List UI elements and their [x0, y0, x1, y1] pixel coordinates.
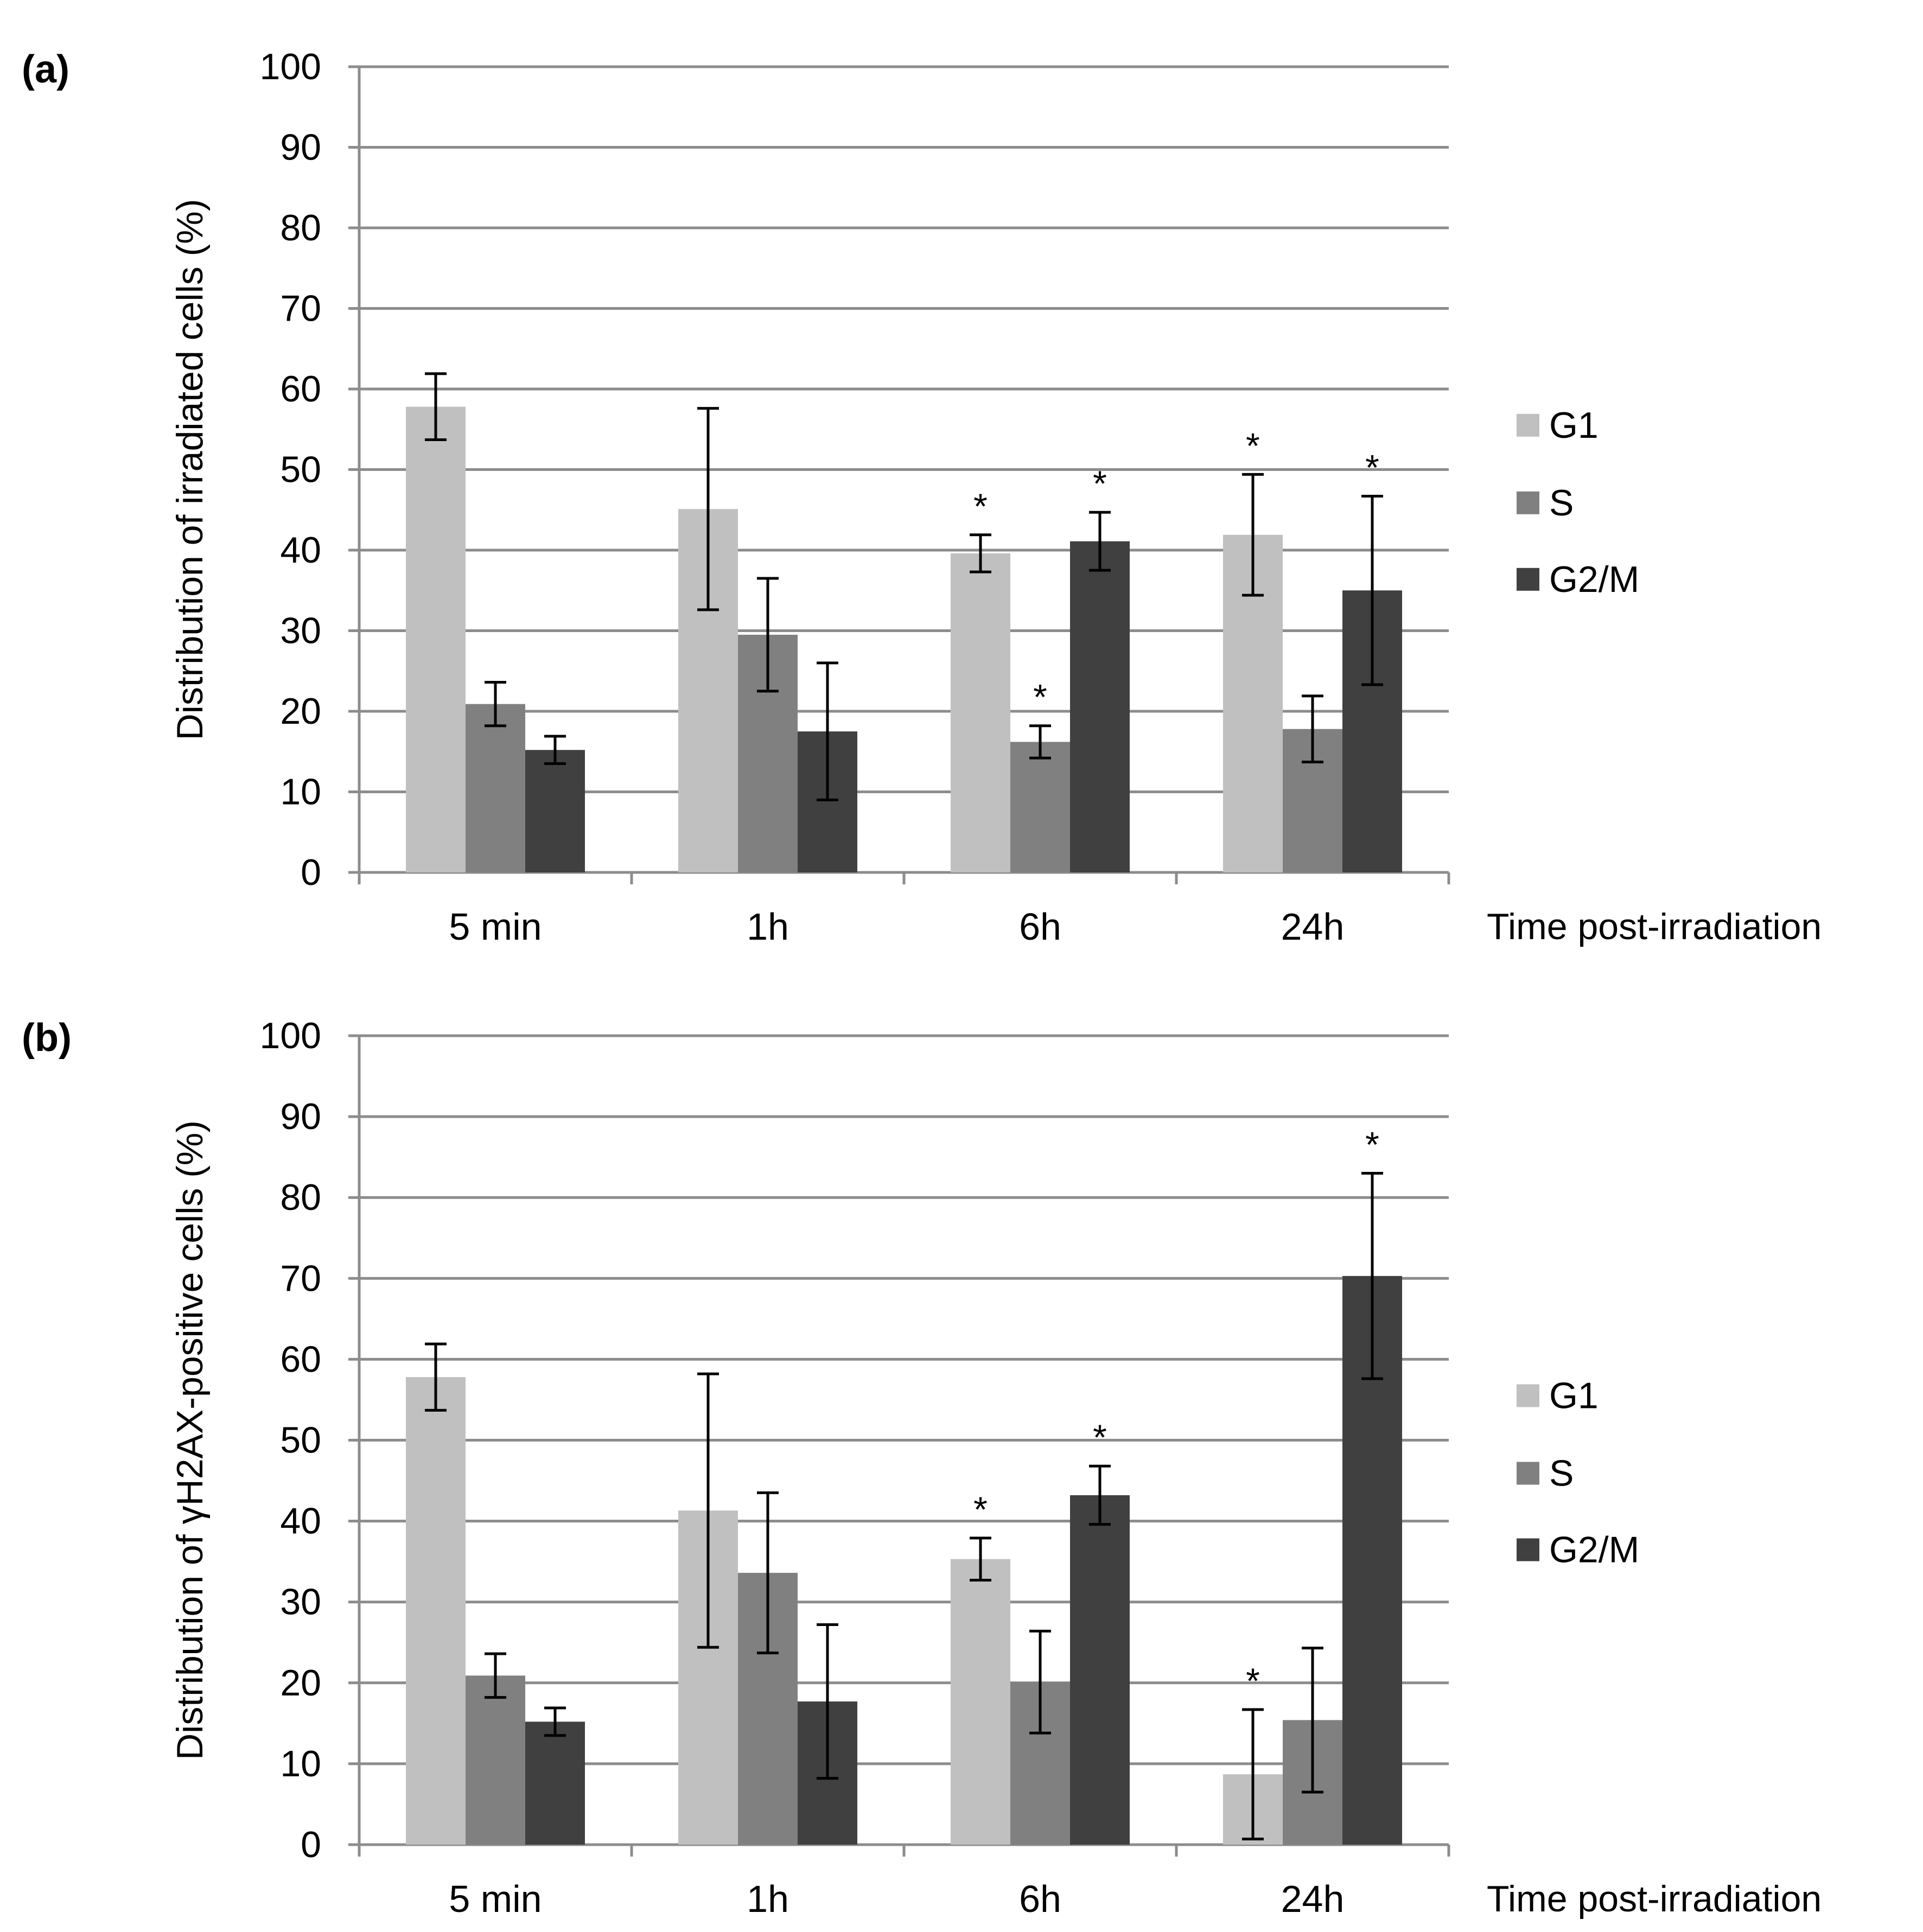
- x-category-label: 5 min: [449, 1878, 542, 1920]
- x-axis-title: Time post-irradiation: [1487, 1878, 1822, 1920]
- bar-g1-0: [406, 406, 466, 872]
- significance-marker: *: [1093, 1417, 1107, 1457]
- significance-marker: *: [1093, 463, 1107, 503]
- significance-marker: *: [1033, 677, 1047, 717]
- bar-s-0: [466, 704, 525, 872]
- legend-swatch-s: [1517, 491, 1539, 514]
- bar-g1-0: [406, 1377, 466, 1845]
- y-tick-label: 0: [301, 1824, 321, 1865]
- x-category-label: 6h: [1019, 906, 1061, 948]
- x-axis-title: Time post-irradiation: [1487, 906, 1822, 947]
- legend-swatch-g1: [1517, 1384, 1539, 1407]
- x-category-label: 5 min: [449, 906, 542, 948]
- y-tick-label: 40: [280, 1501, 321, 1542]
- x-category-label: 1h: [747, 1878, 789, 1920]
- legend-label: G2/M: [1549, 559, 1639, 600]
- x-category-label: 6h: [1019, 1878, 1061, 1920]
- panel-label: (a): [22, 48, 69, 91]
- y-tick-label: 50: [280, 1420, 321, 1461]
- x-category-label: 24h: [1281, 1878, 1345, 1920]
- y-tick-label: 20: [280, 691, 321, 732]
- bar-g2m-2: [1070, 541, 1130, 872]
- y-tick-label: 90: [280, 1096, 321, 1137]
- y-tick-label: 20: [280, 1662, 321, 1704]
- y-axis-title: Distribution of irradiated cells (%): [169, 199, 211, 741]
- y-tick-label: 100: [260, 46, 321, 87]
- legend-swatch-g1: [1517, 413, 1539, 437]
- bar-g2m-0: [525, 750, 585, 872]
- bar-g1-2: [951, 1559, 1010, 1845]
- significance-marker: *: [973, 1489, 988, 1529]
- y-tick-label: 100: [260, 1015, 321, 1056]
- y-tick-label: 30: [280, 610, 321, 652]
- y-tick-label: 30: [280, 1582, 321, 1623]
- chart-panel-b: (b) 0 10 20 30 40 50 60 70 80 90 100 * * * * 5 min 1h 6h 24…: [22, 1015, 1822, 1920]
- significance-marker: *: [1246, 1661, 1260, 1701]
- legend-label: S: [1549, 482, 1574, 524]
- y-tick-label: 10: [280, 1743, 321, 1784]
- significance-marker: *: [1365, 448, 1379, 488]
- panel-label: (b): [22, 1016, 72, 1060]
- x-category-label: 24h: [1281, 906, 1345, 948]
- y-tick-label: 40: [280, 530, 321, 571]
- chart-panel-a: (a) 0 10 20 30 40 50 60 70 80 90 100 * * * * * 5 min 1h 6h 2…: [22, 46, 1822, 948]
- y-tick-label: 70: [280, 1258, 321, 1299]
- significance-marker: *: [1365, 1124, 1379, 1164]
- legend-swatch-g2m: [1517, 568, 1539, 591]
- significance-marker: *: [973, 486, 988, 526]
- legend-label: G1: [1549, 1375, 1599, 1416]
- y-tick-label: 90: [280, 127, 321, 168]
- bar-s-0: [466, 1675, 525, 1845]
- y-tick-label: 80: [280, 1177, 321, 1218]
- y-axis-title: Distribution of γH2AX-positive cells (%): [169, 1120, 211, 1760]
- legend-swatch-s: [1517, 1462, 1539, 1485]
- bar-g2m-2: [1070, 1495, 1130, 1845]
- significance-marker: *: [1246, 425, 1260, 466]
- bar-g2m-0: [525, 1721, 585, 1845]
- x-category-label: 1h: [747, 906, 789, 948]
- y-tick-label: 80: [280, 207, 321, 248]
- bar-g1-2: [951, 553, 1010, 872]
- y-tick-label: 50: [280, 449, 321, 490]
- y-tick-label: 10: [280, 771, 321, 813]
- y-tick-label: 60: [280, 1338, 321, 1380]
- y-tick-label: 0: [301, 852, 321, 893]
- legend-swatch-g2m: [1517, 1538, 1539, 1561]
- y-tick-label: 70: [280, 288, 321, 329]
- legend-label: G1: [1549, 405, 1599, 446]
- legend-label: S: [1549, 1452, 1574, 1494]
- y-tick-label: 60: [280, 368, 321, 410]
- bar-s-2: [1010, 742, 1070, 872]
- legend-label: G2/M: [1549, 1529, 1639, 1570]
